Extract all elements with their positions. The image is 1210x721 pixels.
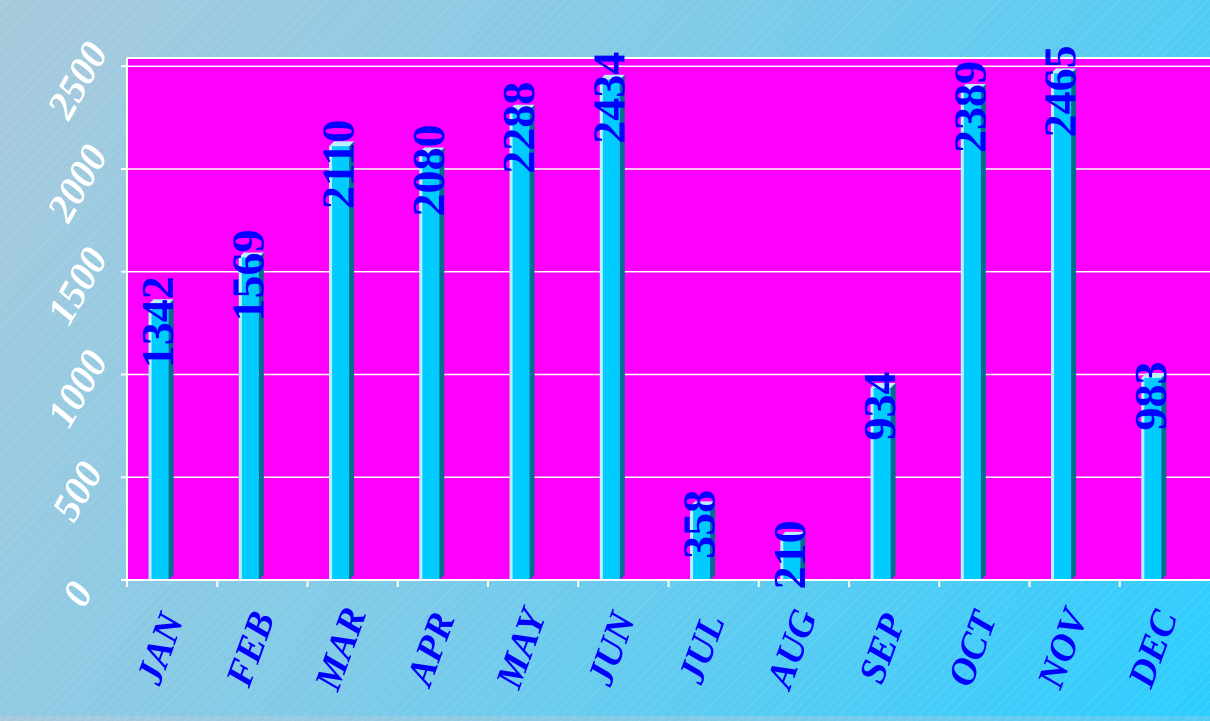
bar-front [690,506,711,580]
bar-highlight [419,152,423,580]
bar-front [870,388,891,580]
data-label: 2288 [493,82,544,174]
data-label: 210 [764,520,815,589]
category-label: AUG [758,603,826,695]
category-label: APR [398,607,463,693]
bar-highlight [870,388,874,580]
category-label: OCT [940,604,1006,691]
bar-side [1161,372,1167,580]
bar-side [439,147,445,580]
bar-front [599,79,620,581]
bar-front [509,109,530,581]
bar [1051,68,1077,580]
bar-side [619,74,625,581]
data-label: 2389 [944,61,995,153]
bar-side [1071,68,1077,580]
bar-highlight [690,506,694,580]
data-label: 983 [1125,361,1176,430]
category-label: DEC [1120,604,1187,693]
bar-front [960,89,981,580]
y-tick-label: 2500 [37,34,116,127]
bar-top [1051,68,1077,74]
data-label: 2080 [403,125,454,217]
bar [599,74,625,581]
bar [960,84,986,580]
bar-top [509,104,535,110]
category-label: JUL [670,609,734,690]
category-label: JAN [128,607,193,691]
plot-background [127,58,1210,580]
data-label: 1342 [132,276,183,368]
bar-highlight [960,89,964,580]
bar-highlight [780,536,784,580]
bar [148,299,174,580]
y-tick-label: 500 [43,454,112,528]
bar-top [238,252,264,258]
bar-highlight [1141,377,1145,580]
y-tick-label: 0 [53,574,102,614]
bar-highlight [329,146,333,581]
bar-highlight [599,79,603,581]
bar-highlight [509,109,513,581]
y-tick-label: 2000 [37,137,116,230]
data-label: 358 [674,490,725,559]
bar [509,104,535,581]
y-tick-label: 1000 [38,342,117,434]
data-label: 2110 [313,120,364,209]
bar-side [349,141,355,581]
bar [780,531,806,580]
bar-top [329,141,355,147]
bar-side [529,104,535,581]
bar-front [1051,73,1072,580]
bar-highlight [238,257,242,580]
bar [690,501,716,580]
bar-side [980,84,986,580]
bar-front [148,304,169,580]
bar [419,147,445,580]
data-label: 2465 [1035,45,1086,137]
bar [1141,372,1167,580]
category-label: MAR [306,602,375,697]
bar-front [780,536,801,580]
bar-front [329,146,350,581]
bar-highlight [148,304,152,580]
bar-side [710,501,716,580]
bar-side [890,383,896,580]
category-label: MAY [488,600,557,694]
bar-top [870,383,896,389]
y-tick-label: 1500 [38,240,117,332]
category-label: JUN [579,606,645,692]
bar-top [780,531,806,537]
data-label: 934 [854,372,905,441]
data-label: 1569 [222,230,273,322]
bar-side [168,299,174,580]
category-label: FEB [218,606,284,693]
category-label: SEP [851,608,915,689]
bar [238,252,264,580]
category-label: NOV [1029,602,1097,695]
bar-front [419,152,440,580]
bar-front [238,257,259,580]
bar-top [599,74,625,80]
bar-top [960,84,986,90]
bar-front [1141,377,1162,580]
bar-side [800,531,806,580]
bar-top [1141,372,1167,378]
data-label: 2434 [583,52,634,144]
bar-highlight [1051,73,1055,580]
bar-top [419,147,445,153]
bar-top [148,299,174,305]
bar [870,383,896,580]
bar [329,141,355,581]
bar-side [258,252,264,580]
bar-top [690,501,716,507]
